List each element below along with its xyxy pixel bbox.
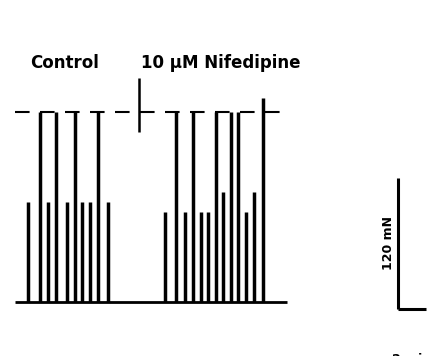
Text: 2 min: 2 min [392, 353, 431, 356]
Text: Control: Control [30, 54, 99, 72]
Text: 120 mN: 120 mN [382, 216, 395, 270]
Text: 10 μM Nifedipine: 10 μM Nifedipine [141, 54, 300, 72]
